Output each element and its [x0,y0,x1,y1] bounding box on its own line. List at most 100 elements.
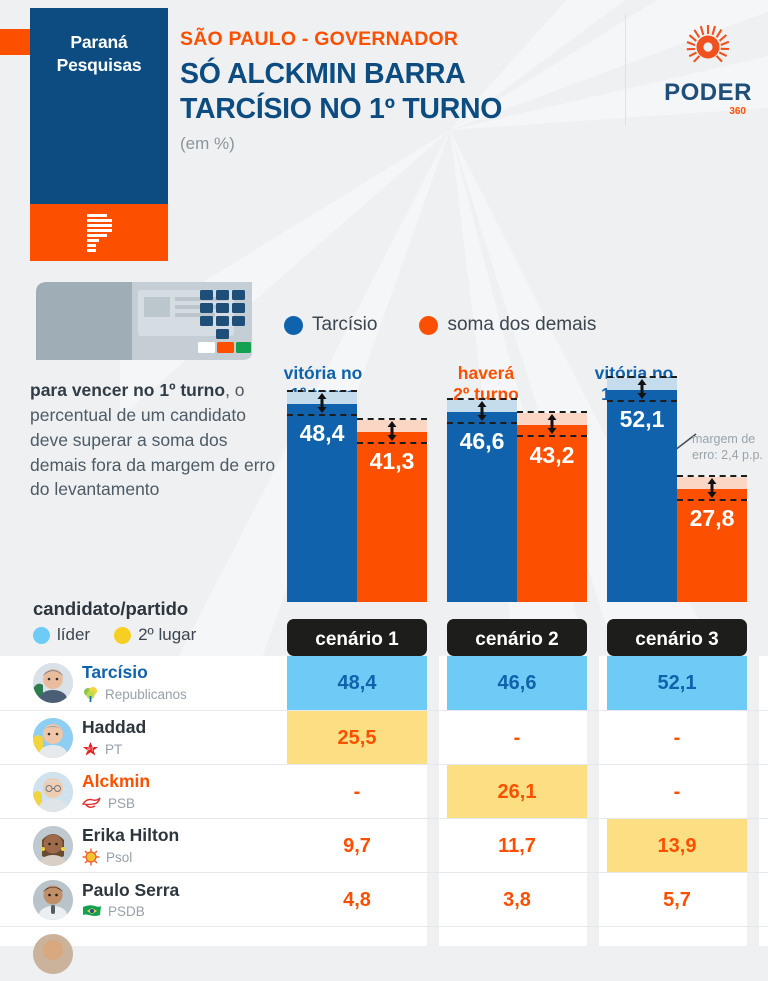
candidate-party: PSB [108,796,135,811]
candidate-name: Erika Hilton [82,826,179,845]
accent-tab [0,29,32,55]
avatar [33,934,73,974]
republicanos-tree-icon [82,686,99,703]
legend-label-tarcisio: Tarcísio [312,314,377,336]
candidate-cell: Tarcísio Republicanos [33,656,187,710]
moe-arrow-icon [706,478,719,498]
table-column-header-2: cenário 2 [447,623,587,656]
bar-cenario1-soma: 41,3 [357,342,427,602]
candidate-name: Alckmin [82,772,150,791]
legend-label-segundo: 2º lugar [138,625,196,645]
legend-label-lider: líder [57,625,90,645]
result-cell: 11,7 [447,819,587,873]
result-cell: - [607,765,747,819]
result-cell: 25,5 [287,711,427,765]
table-title: candidato/partido [33,598,188,620]
legend-item-soma: soma dos demais [419,314,596,336]
candidate-party: Psol [106,850,132,865]
avatar [33,826,73,866]
psdb-flag-icon [82,904,102,919]
table-column-header-1: cenário 1 [287,623,427,656]
header: Paraná Pesquisas SÃO PAULO - GOVERNADOR … [0,0,768,268]
legend-item-tarcisio: Tarcísio [284,314,377,336]
moe-arrow-icon [476,401,489,421]
avatar [33,663,73,703]
moe-arrow-icon [316,393,329,413]
kicker: SÃO PAULO - GOVERNADOR [180,28,610,51]
table-row[interactable]: Alckmin PSB - 26,1 - [0,764,768,818]
psol-sun-icon [82,848,100,866]
candidate-cell: Erika Hilton Psol [33,819,179,873]
result-cell: 5,7 [607,873,747,927]
pollster-logo-block: Paraná Pesquisas [30,8,168,261]
candidate-cell [33,927,73,981]
moe-arrow-icon [386,421,399,441]
result-cell: 9,7 [287,819,427,873]
table-row[interactable]: Paulo Serra PSDB 4,8 3,8 5,7 [0,872,768,926]
candidate-name: Tarcísio [82,663,187,682]
headline-line-1: SÓ ALCKMIN BARRA [180,57,610,92]
legend-dot-orange-icon [419,316,438,335]
results-table: candidato/partido líder 2º lugar cenário… [0,596,768,946]
avatar [33,772,73,812]
psb-bird-icon [82,795,102,812]
result-cell: 4,8 [287,873,427,927]
header-divider [625,14,626,126]
headline-line-2: TARCÍSIO NO 1º TURNO [180,92,610,127]
bar-cenario2-tarcisio: 46,6 [447,342,517,602]
table-row[interactable]: Tarcísio Republicanos 48,4 46,6 52,1 [0,656,768,710]
table-row-partial[interactable] [0,926,768,946]
result-cell: 52,1 [607,656,747,710]
result-cell: - [287,765,427,819]
candidate-cell: Paulo Serra PSDB [33,873,179,927]
avatar [33,880,73,920]
headline-block: SÃO PAULO - GOVERNADOR SÓ ALCKMIN BARRA … [180,28,610,154]
legend-swatch-lider-icon [33,627,50,644]
bar-cenario3-soma: 27,8 [677,342,747,602]
bar-value-cenario3-tarcisio: 52,1 [607,406,677,433]
candidate-party: PT [105,742,122,757]
table-column-header-3: cenário 3 [607,623,747,656]
legend-swatch-segundo-icon [114,627,131,644]
table-legend: líder 2º lugar [33,625,196,645]
table-body: Tarcísio Republicanos 48,4 46,6 52,1 [0,656,768,946]
moe-arrow-icon [546,414,559,434]
result-cell: - [607,711,747,765]
bar-value-cenario2-soma: 43,2 [517,442,587,469]
pollster-navy-panel: Paraná Pesquisas [30,8,168,204]
candidate-name: Paulo Serra [82,881,179,900]
result-cell: 48,4 [287,656,427,710]
pollster-orange-panel [30,204,168,261]
candidate-cell: Haddad PT PT [33,711,146,765]
avatar [33,718,73,758]
poder360-sunburst-icon [683,22,733,72]
result-cell: 26,1 [447,765,587,819]
pollster-name: Paraná Pesquisas [30,31,168,78]
result-cell: 13,9 [607,819,747,873]
table-row[interactable]: Erika Hilton Psol 9,7 11,7 13,9 [0,818,768,872]
parana-pesquisas-p-icon [77,211,121,255]
result-cell: 3,8 [447,873,587,927]
bar-value-cenario3-soma: 27,8 [677,505,747,532]
legend-label-soma: soma dos demais [447,314,596,336]
candidate-name: Haddad [82,718,146,737]
poder360-logo[interactable]: PODER 360 [660,22,756,117]
candidate-party: Republicanos [105,687,187,702]
result-cell: 46,6 [447,656,587,710]
bar-cenario2-soma: 43,2 [517,342,587,602]
table-header: candidato/partido líder 2º lugar cenário… [0,596,768,656]
moe-arrow-icon [636,379,649,399]
bar-cenario1-tarcisio: 48,4 [287,342,357,602]
legend-dot-blue-icon [284,316,303,335]
poder-wordmark: PODER [660,81,756,105]
table-row[interactable]: Haddad PT PT 25,5 - - [0,710,768,764]
candidate-party: PSDB [108,904,145,919]
result-cell: - [447,711,587,765]
bar-value-cenario1-tarcisio: 48,4 [287,420,357,447]
bar-cenario3-tarcisio: 52,1 [607,342,677,602]
headline-subtitle: (em %) [180,134,610,154]
svg-text:PT: PT [87,747,93,753]
bar-value-cenario2-tarcisio: 46,6 [447,428,517,455]
poder-360-suffix: 360 [660,106,756,117]
chart-legend: Tarcísio soma dos demais [284,314,596,336]
